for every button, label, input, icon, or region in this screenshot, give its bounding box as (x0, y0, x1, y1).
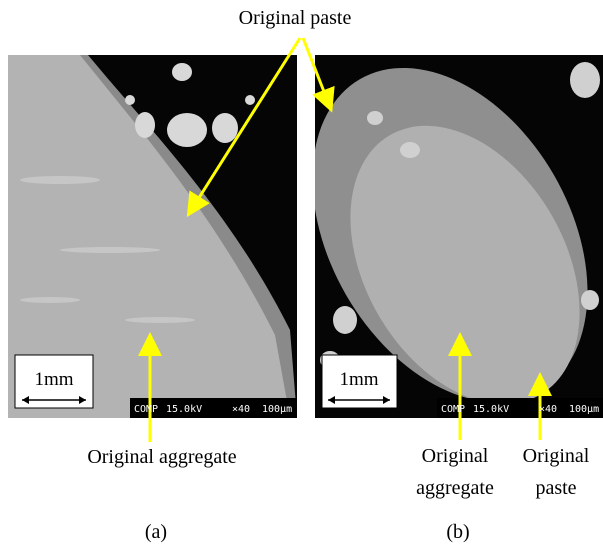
micrograph-b (256, 19, 603, 451)
annotation: Original aggregate (87, 446, 236, 468)
info: COMP (441, 404, 465, 415)
annotation: Original paste (239, 7, 352, 29)
scale-label: 1mm (34, 369, 73, 390)
figure: Original paste 1mm 1mm COMP 15.0kV ×40 1… (0, 0, 603, 548)
panel-label: (b) (446, 521, 469, 543)
info: 15.0kV (166, 404, 202, 415)
annotation: aggregate (416, 477, 494, 499)
annotation: Original (422, 445, 489, 467)
info: ×40 (232, 404, 250, 415)
annotation: Original (523, 445, 590, 467)
info: ×40 (539, 404, 557, 415)
info: 15.0kV (473, 404, 509, 415)
panel-label: (a) (145, 521, 167, 543)
info: 100µm (569, 404, 599, 415)
scale-label: 1mm (339, 369, 378, 390)
annotation: paste (535, 477, 576, 499)
info: COMP (134, 404, 158, 415)
info: 100µm (262, 404, 292, 415)
